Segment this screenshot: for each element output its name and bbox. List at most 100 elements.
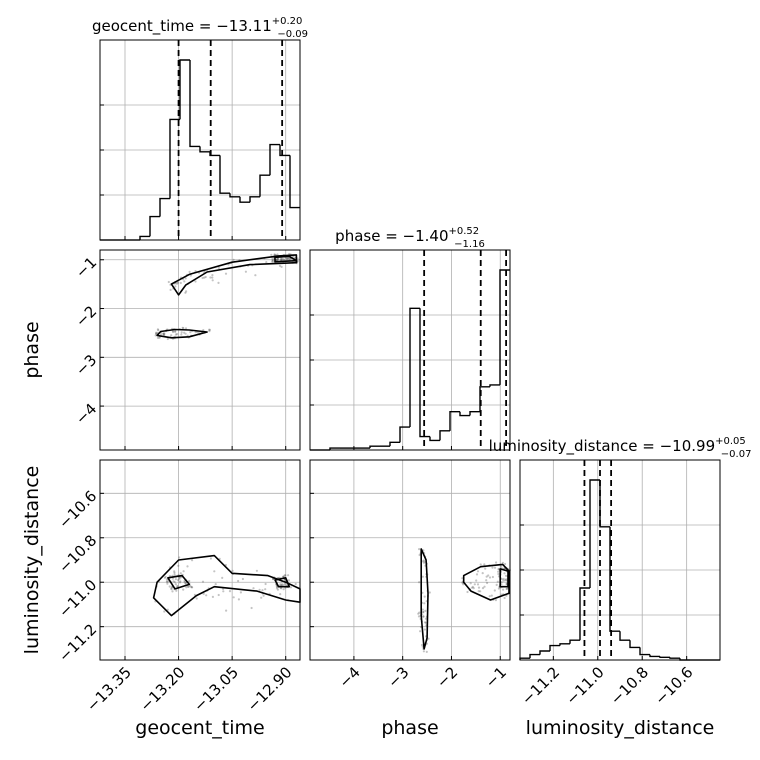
scatter-point xyxy=(485,575,488,578)
histogram-bin xyxy=(239,196,250,203)
axis-label-y-phase: phase xyxy=(21,321,43,378)
density-contour xyxy=(462,563,510,601)
scatter-point xyxy=(155,332,158,335)
scatter-point xyxy=(501,578,504,581)
scatter-point xyxy=(170,334,173,337)
histogram-bin xyxy=(409,307,420,428)
scatter-point xyxy=(184,327,188,330)
scatter-point xyxy=(286,257,289,260)
scatter-point xyxy=(466,590,469,594)
tick-label-y: −3 xyxy=(72,351,100,379)
panel-title-phase: phase = −1.40+0.52 −1.16 xyxy=(335,226,485,250)
scatter-point xyxy=(273,253,276,256)
scatter-point xyxy=(163,576,166,579)
scatter-point xyxy=(177,579,180,582)
tick-label-y: −4 xyxy=(72,400,100,428)
scatter-point xyxy=(255,569,258,572)
scatter-point xyxy=(287,574,290,577)
scatter-point xyxy=(428,591,431,594)
scatter-point xyxy=(281,257,284,260)
scatter-point xyxy=(476,570,480,573)
scatter-point xyxy=(184,332,187,335)
histogram-bin xyxy=(539,650,550,655)
scatter-point xyxy=(217,266,220,270)
scatter-point xyxy=(282,575,285,578)
scatter-point xyxy=(172,580,175,583)
scatter-point xyxy=(196,331,199,334)
scatter-point xyxy=(285,257,289,260)
scatter-point xyxy=(287,579,290,582)
scatter-point xyxy=(282,575,285,578)
scatter-point xyxy=(287,258,290,261)
scatter-point xyxy=(271,260,274,263)
scatter-point xyxy=(490,594,493,597)
panel-frame-luminosity_distance_vs_geocent_time xyxy=(99,459,301,661)
scatter-point xyxy=(494,599,497,602)
scatter-point xyxy=(191,586,194,589)
scatter-point xyxy=(181,326,184,329)
scatter-point xyxy=(231,569,234,573)
scatter-point xyxy=(211,274,214,277)
scatter-point xyxy=(504,578,507,581)
scatter-point xyxy=(422,615,425,618)
title-prefix: phase = −1.40 xyxy=(335,227,448,245)
scatter-point xyxy=(503,596,506,600)
scatter-point xyxy=(211,276,214,279)
tick-label-x: −10.6 xyxy=(651,663,696,708)
scatter-point xyxy=(162,332,165,335)
scatter-point xyxy=(163,610,166,613)
histogram-bin xyxy=(399,426,410,443)
histogram-bin xyxy=(429,436,440,442)
scatter-point xyxy=(424,609,427,613)
axis-label-x-phase: phase xyxy=(381,717,438,739)
histogram-bin xyxy=(659,656,670,658)
scatter-point xyxy=(264,588,267,591)
scatter-point xyxy=(171,590,174,593)
scatter-point xyxy=(174,330,177,333)
density-contour xyxy=(156,328,208,339)
histogram-bin xyxy=(449,411,460,431)
histogram-bin xyxy=(249,196,260,203)
panel-frame-phase xyxy=(309,249,511,451)
scatter-point xyxy=(476,583,480,586)
scatter-point xyxy=(171,577,174,580)
histogram-bin xyxy=(639,647,650,656)
scatter-point xyxy=(423,595,426,598)
scatter-point xyxy=(289,586,292,589)
scatter-point xyxy=(271,260,274,263)
density-contour xyxy=(274,255,298,263)
scatter-point xyxy=(275,258,278,261)
scatter-point xyxy=(493,589,496,592)
histogram-bin xyxy=(549,644,560,651)
scatter-point xyxy=(488,576,492,579)
panel-title-luminosity_distance: luminosity_distance = −10.99+0.05 −0.07 xyxy=(489,436,752,460)
histogram-bin xyxy=(469,411,480,416)
scatter-point xyxy=(418,548,421,551)
scatter-point xyxy=(237,598,240,601)
title-minus: −0.07 xyxy=(721,449,752,460)
scatter-point xyxy=(177,281,180,284)
histogram-bin xyxy=(559,643,570,646)
scatter-point xyxy=(189,331,192,334)
scatter-point xyxy=(258,588,261,592)
scatter-point xyxy=(173,570,176,573)
scatter-point xyxy=(277,257,280,260)
tick-label-y: −1 xyxy=(72,253,100,281)
scatter-point xyxy=(176,333,179,336)
scatter-point xyxy=(250,606,253,610)
histogram-bin xyxy=(599,480,610,528)
scatter-point xyxy=(191,559,194,562)
panel-frame-luminosity_distance xyxy=(519,459,721,661)
scatter-point xyxy=(166,580,169,584)
scatter-point xyxy=(209,557,212,560)
scatter-point xyxy=(194,331,197,334)
scatter-point xyxy=(217,281,220,284)
scatter-point xyxy=(201,276,204,280)
panel-frame-phase_vs_geocent_time xyxy=(99,249,301,451)
histogram-bin xyxy=(139,235,150,240)
scatter-point xyxy=(271,259,275,262)
scatter-point xyxy=(481,587,485,590)
histogram-bin xyxy=(629,640,640,649)
scatter-point xyxy=(168,585,171,588)
